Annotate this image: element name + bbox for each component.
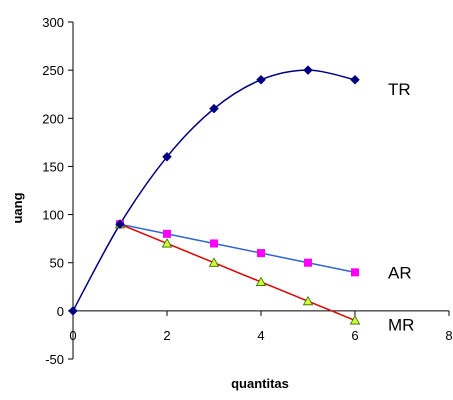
- data-point-mr: [208, 257, 220, 267]
- data-point-ar: [351, 268, 359, 277]
- y-tick-label: 150: [42, 159, 64, 174]
- series-label-mr: MR: [388, 315, 414, 334]
- data-point-ar: [304, 258, 312, 267]
- series-layer: [68, 65, 361, 325]
- x-tick-label: 8: [445, 328, 452, 343]
- x-axis-title: quantitas: [231, 376, 289, 391]
- series-line-mr: [119, 223, 356, 322]
- data-point-ar: [210, 239, 218, 248]
- data-point-tr: [256, 74, 266, 85]
- data-point-mr: [302, 295, 314, 306]
- data-point-mr: [349, 315, 361, 325]
- y-tick-label: 50: [50, 256, 64, 271]
- data-point-tr: [303, 65, 313, 75]
- y-tick-label: -50: [45, 352, 64, 367]
- data-point-tr: [209, 103, 219, 114]
- series-label-ar: AR: [388, 263, 412, 282]
- y-tick-label: 300: [42, 15, 64, 30]
- y-tick-label: 200: [42, 111, 64, 126]
- y-tick-label: 250: [42, 63, 64, 78]
- series-label-tr: TR: [388, 80, 411, 99]
- x-tick-label: 4: [257, 328, 264, 343]
- y-axis-title: uang: [10, 192, 25, 223]
- data-point-tr: [115, 219, 125, 230]
- data-point-tr: [350, 74, 360, 85]
- x-tick-label: 6: [351, 328, 358, 343]
- data-point-ar: [257, 249, 265, 258]
- data-point-ar: [163, 229, 171, 238]
- data-point-mr: [255, 276, 267, 286]
- data-point-mr: [161, 238, 173, 248]
- data-point-tr: [68, 306, 78, 316]
- x-tick-label: 2: [163, 328, 170, 343]
- x-tick-label: 0: [69, 328, 76, 343]
- axes: -50 0 50 100 150 200 250 300 0 2 4 6 8: [42, 15, 452, 367]
- data-point-tr: [162, 151, 172, 162]
- y-tick-label: 0: [57, 304, 64, 319]
- series-line-ar: [119, 223, 356, 274]
- labels-layer: TR AR MR: [388, 80, 414, 335]
- y-tick-label: 100: [42, 208, 64, 223]
